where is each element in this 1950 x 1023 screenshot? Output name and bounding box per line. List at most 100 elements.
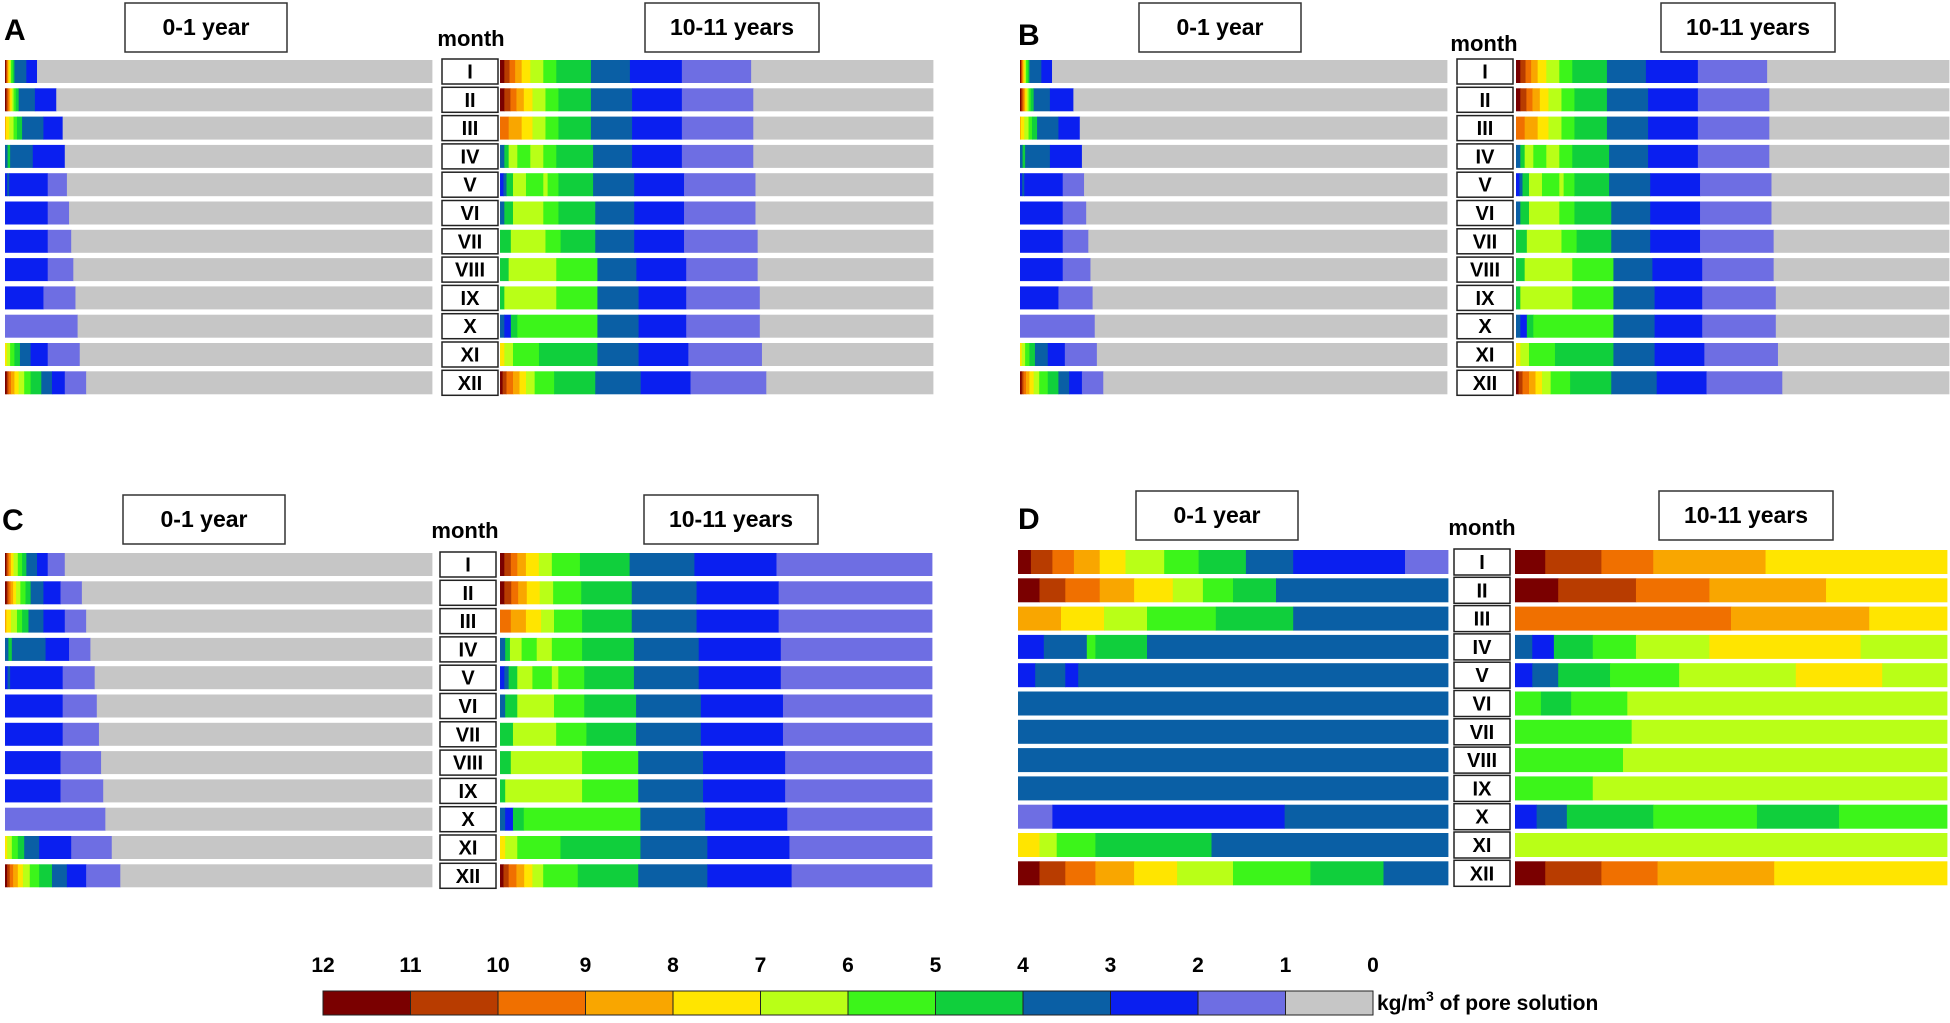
left-row-X-segment-1 [105, 807, 433, 831]
right-row-XI-segment-1 [1520, 343, 1530, 366]
left-row-II-segment-6 [1202, 578, 1234, 603]
left-row-XII-segment-1 [1039, 861, 1066, 886]
right-row-VII-segment-0 [500, 722, 514, 746]
left-row-IX-segment-2 [103, 779, 433, 803]
right-row-V-segment-9 [698, 666, 782, 690]
right-row-I-segment-11 [751, 60, 934, 83]
left-row-VIII-segment-0 [1018, 748, 1449, 773]
header-right-label: 10-11 years [669, 506, 793, 532]
left-row-IX-segment-1 [1058, 286, 1093, 310]
right-row-IX-segment-1 [1592, 776, 1948, 801]
right-row-IX-segment-5 [686, 286, 761, 310]
right-row-III-segment-9 [753, 116, 934, 140]
right-row-III-segment-4 [545, 116, 559, 140]
left-row-III-segment-0 [5, 116, 7, 140]
month-box [439, 777, 497, 805]
colorbar-tick-5: 5 [930, 954, 942, 977]
right-row-III-segment-8 [778, 609, 933, 633]
colorbar-tick-2: 2 [1192, 954, 1204, 977]
left-row-I-segment-1 [6, 553, 8, 576]
right-row-VI-segment-1 [504, 201, 514, 225]
left-row-XII-segment-7 [1310, 861, 1384, 886]
left-row-I-segment-4 [8, 60, 11, 83]
right-row-X-segment-6 [686, 314, 761, 338]
right-row-V-segment-4 [525, 173, 544, 197]
right-row-V-segment-4 [532, 666, 553, 690]
right-row-V-segment-8 [633, 666, 700, 690]
left-row-III-segment-8 [86, 609, 433, 633]
right-row-V-segment-0 [500, 173, 504, 197]
left-row-XII-segment-0 [1020, 371, 1023, 395]
left-row-XII-segment-5 [1177, 861, 1234, 886]
left-row-VI-segment-0 [5, 201, 49, 225]
right-row-I-segment-2 [510, 553, 518, 576]
month-box [1456, 86, 1514, 114]
right-row-XI-segment-3 [538, 343, 598, 366]
left-row-XII-segment-9 [66, 864, 87, 888]
left-row-I-segment-0 [1018, 550, 1032, 574]
month-label-V: V [463, 175, 477, 197]
left-row-VI-segment-1 [62, 694, 98, 718]
right-row-II-segment-3 [516, 88, 525, 112]
month-box [441, 199, 499, 227]
month-box [441, 171, 499, 198]
left-row-III-segment-3 [1028, 116, 1033, 140]
left-row-V-segment-2 [1065, 663, 1079, 688]
left-row-II-segment-7 [1030, 88, 1035, 112]
month-label-I: I [1482, 62, 1488, 84]
right-row-I-segment-8 [629, 553, 695, 576]
left-row-II-segment-6 [13, 88, 17, 112]
colorbar-tick-6: 6 [842, 954, 854, 977]
left-row-IV-segment-1 [1043, 634, 1088, 659]
right-row-V-segment-10 [1700, 173, 1772, 197]
right-row-V-segment-6 [1882, 663, 1948, 688]
left-row-XI-segment-6 [71, 836, 113, 859]
right-row-II-segment-6 [553, 581, 582, 605]
right-row-XII-segment-1 [1518, 371, 1523, 395]
right-row-II-segment-8 [1606, 88, 1649, 112]
right-row-II-segment-1 [1558, 578, 1637, 603]
right-row-VII-segment-7 [757, 229, 934, 253]
right-row-VII-segment-3 [1576, 229, 1612, 253]
month-box [1456, 171, 1514, 198]
left-row-IV-segment-0 [1018, 634, 1045, 659]
right-row-X-segment-3 [1653, 804, 1758, 829]
left-row-XI-segment-2 [1025, 343, 1030, 366]
right-row-IV-segment-3 [517, 144, 531, 168]
left-row-I-segment-8 [26, 553, 38, 576]
left-row-VIII-segment-1 [1062, 258, 1091, 282]
right-row-XII-segment-10 [1706, 371, 1783, 395]
right-row-II-segment-9 [632, 88, 683, 112]
left-row-IV-segment-4 [64, 144, 433, 168]
left-row-III-segment-2 [10, 609, 18, 633]
header-box-left [1135, 490, 1299, 541]
header-box-left [124, 2, 288, 53]
right-row-IV-segment-4 [530, 144, 544, 168]
right-row-III-segment-1 [508, 116, 523, 140]
left-row-XII-segment-9 [1069, 371, 1083, 395]
right-row-XII-segment-8 [1611, 371, 1658, 395]
right-row-IV-segment-6 [582, 637, 635, 661]
month-box [441, 312, 499, 340]
left-row-I-segment-6 [17, 553, 23, 576]
month-label-VIII: VIII [455, 260, 485, 282]
month-box [1456, 58, 1514, 85]
header-left-label: 0-1 year [163, 14, 250, 40]
left-row-XI-segment-3 [1095, 833, 1212, 857]
left-row-IV-segment-3 [1095, 634, 1148, 659]
left-row-II-segment-1 [6, 581, 9, 605]
right-row-VII-segment-6 [782, 722, 933, 746]
right-row-IX-segment-6 [1775, 286, 1950, 310]
left-row-III-segment-6 [1058, 116, 1081, 140]
left-row-III-segment-0 [5, 609, 7, 633]
right-row-I-segment-4 [1537, 60, 1547, 83]
left-row-I-segment-3 [7, 60, 9, 83]
right-row-VII-segment-1 [1526, 229, 1562, 253]
right-row-VIII-segment-5 [1652, 258, 1703, 282]
right-row-XII-segment-1 [503, 864, 510, 888]
left-row-XII-segment-8 [1058, 371, 1070, 395]
right-row-V-segment-4 [1541, 173, 1560, 197]
right-row-VII-segment-0 [500, 229, 512, 253]
right-row-VI-segment-7 [1700, 201, 1772, 225]
month-label-II: II [1476, 580, 1487, 602]
